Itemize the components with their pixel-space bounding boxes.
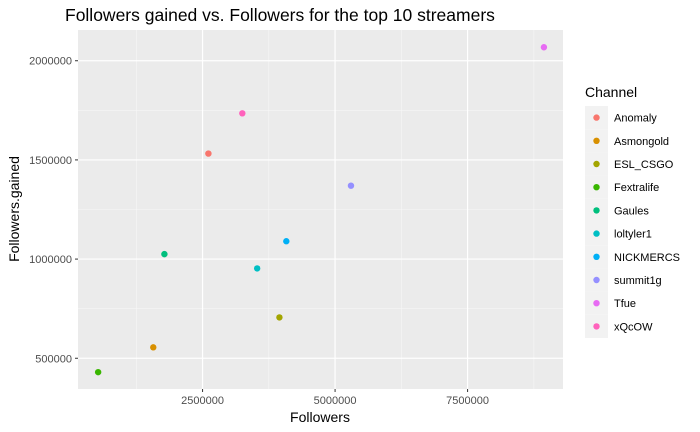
legend-title: Channel — [585, 84, 637, 100]
chart-title: Followers gained vs. Followers for the t… — [65, 5, 495, 25]
legend-marker — [593, 253, 600, 260]
plot-panel — [78, 30, 563, 389]
data-point-nickmercs — [283, 238, 290, 245]
legend-label: NICKMERCS — [614, 252, 680, 264]
x-tick-label: 5000000 — [314, 395, 357, 407]
legend-marker — [593, 207, 600, 214]
y-tick-label: 2000000 — [29, 56, 72, 68]
x-tick-label: 2500000 — [181, 395, 224, 407]
legend-marker — [593, 230, 600, 237]
y-axis-title: Followers.gained — [6, 156, 22, 262]
y-tick-label: 1500000 — [29, 155, 72, 167]
x-axis: 2500000 5000000 7500000 — [181, 389, 489, 407]
data-point-anomaly — [205, 150, 212, 157]
data-point-asmongold — [150, 344, 157, 351]
data-point-gaules — [161, 250, 168, 258]
legend-label: loltyler1 — [614, 229, 652, 241]
legend-label: Fextralife — [614, 182, 659, 194]
legend-label: Tfue — [614, 298, 636, 310]
x-tick-label: 7500000 — [446, 395, 489, 407]
x-axis-title: Followers — [290, 409, 350, 425]
data-point-tfue — [540, 44, 548, 51]
legend-marker — [593, 300, 600, 307]
legend-label: xQcOW — [614, 321, 653, 333]
data-point-loltyler1 — [253, 265, 261, 272]
legend: Channel Anomaly Asmongold ESL_CSGO Fextrali… — [585, 84, 680, 338]
legend-label: ESL_CSGO — [614, 159, 674, 171]
data-point-summit1g — [347, 182, 355, 189]
data-points — [94, 44, 548, 376]
data-point-esl-csgo — [276, 314, 283, 321]
legend-marker — [593, 160, 600, 168]
legend-label: Gaules — [614, 205, 649, 217]
y-tick-label: 500000 — [35, 353, 72, 365]
legend-label: Asmongold — [614, 136, 669, 148]
legend-marker — [593, 114, 600, 121]
data-point-xqcow — [239, 110, 246, 117]
legend-marker — [593, 137, 600, 144]
legend-label: summit1g — [614, 275, 662, 287]
legend-marker — [593, 184, 600, 191]
y-axis: 500000 1000000 1500000 2000000 — [29, 56, 78, 365]
legend-label: Anomaly — [614, 113, 657, 125]
y-tick-label: 1000000 — [29, 254, 72, 266]
legend-marker — [593, 276, 600, 284]
data-point-fextralife — [94, 368, 102, 376]
legend-marker — [593, 323, 600, 330]
